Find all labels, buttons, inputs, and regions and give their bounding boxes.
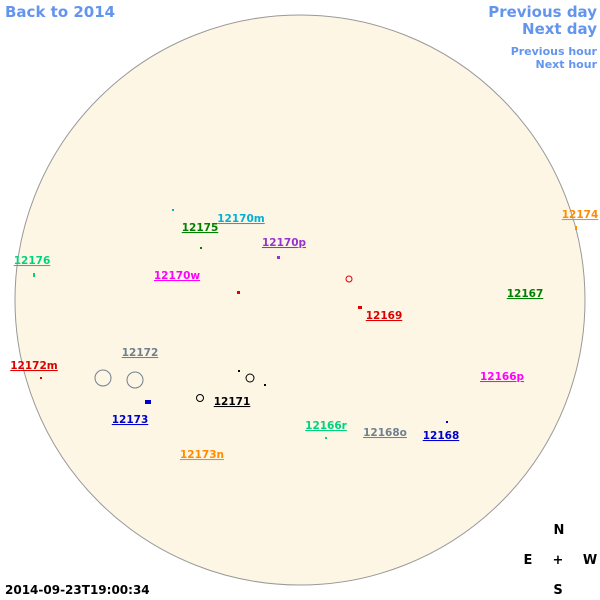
spot <box>345 275 353 283</box>
region-label[interactable]: 12176 <box>14 255 51 267</box>
spot <box>325 437 327 439</box>
spot <box>277 256 280 259</box>
region-label[interactable]: 12167 <box>507 288 544 300</box>
region-label[interactable]: 12166p <box>480 371 525 383</box>
compass-east: E <box>524 553 533 568</box>
region-label[interactable]: 12171 <box>214 396 251 408</box>
next-day-link[interactable]: Next day <box>522 20 597 38</box>
previous-hour-link[interactable]: Previous hour <box>511 45 598 58</box>
region-label[interactable]: 12169 <box>366 310 403 322</box>
region-label[interactable]: 12166r <box>305 420 348 432</box>
region-label[interactable]: 12173n <box>180 449 224 461</box>
compass-south: S <box>553 583 562 598</box>
solar-disk <box>14 14 586 586</box>
region-label[interactable]: 12170w <box>154 270 201 282</box>
spot <box>264 384 266 386</box>
spot <box>40 377 42 379</box>
region-label[interactable]: 12172m <box>10 360 58 372</box>
timestamp: 2014-09-23T19:00:34 <box>5 583 150 597</box>
spot <box>126 371 144 389</box>
spot <box>172 209 174 211</box>
region-label[interactable]: 12170m <box>217 213 265 225</box>
sunspots <box>33 209 577 439</box>
spot <box>145 400 151 404</box>
compass-center: + <box>553 553 564 568</box>
next-hour-link[interactable]: Next hour <box>536 58 598 71</box>
spot <box>575 226 577 230</box>
back-link[interactable]: Back to 2014 <box>5 3 115 21</box>
compass-west: W <box>583 553 597 568</box>
spot <box>94 369 112 387</box>
region-label[interactable]: 12175 <box>182 222 219 234</box>
spot <box>446 421 448 423</box>
spot <box>200 247 202 249</box>
spot <box>245 373 255 383</box>
spot <box>238 370 240 372</box>
spot <box>196 394 204 402</box>
region-label[interactable]: 12173 <box>112 414 149 426</box>
previous-day-link[interactable]: Previous day <box>488 3 597 21</box>
spot <box>33 273 35 277</box>
region-label[interactable]: 12168o <box>363 427 407 439</box>
spot <box>237 291 240 294</box>
region-label[interactable]: 12170p <box>262 237 307 249</box>
compass-north: N <box>554 523 565 538</box>
region-label[interactable]: 12172 <box>122 347 159 359</box>
region-label[interactable]: 12168 <box>423 430 460 442</box>
region-label[interactable]: 12174 <box>562 209 599 221</box>
spot <box>358 306 362 309</box>
